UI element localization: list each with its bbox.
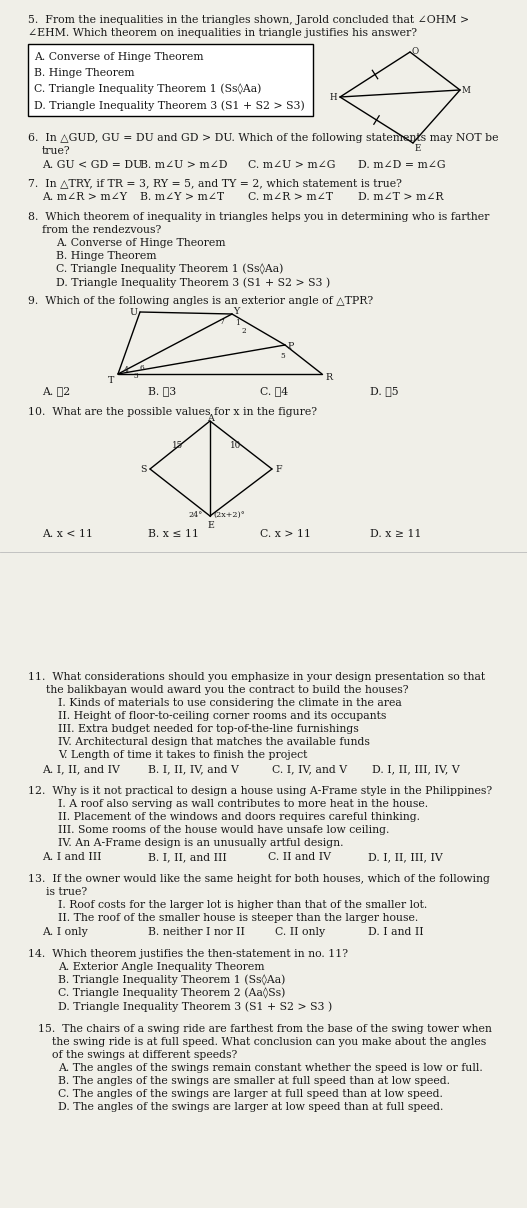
Text: 8.  Which theorem of inequality in triangles helps you in determining who is far: 8. Which theorem of inequality in triang… (28, 211, 490, 222)
Text: I. Roof costs for the larger lot is higher than that of the smaller lot.: I. Roof costs for the larger lot is high… (58, 900, 427, 910)
Text: A. Converse of Hinge Theorem: A. Converse of Hinge Theorem (34, 52, 203, 62)
Text: C. m∠U > m∠G: C. m∠U > m∠G (248, 159, 336, 170)
Text: true?: true? (42, 146, 71, 156)
Text: V. Length of time it takes to finish the project: V. Length of time it takes to finish the… (58, 750, 307, 760)
Text: 3: 3 (133, 372, 138, 381)
Text: U: U (130, 308, 138, 316)
Text: C. I, IV, and V: C. I, IV, and V (272, 763, 347, 774)
Text: B. I, II, IV, and V: B. I, II, IV, and V (148, 763, 239, 774)
Text: C. II only: C. II only (275, 927, 325, 937)
Text: B. ∢3: B. ∢3 (148, 387, 176, 396)
Text: B. The angles of the swings are smaller at full speed than at low speed.: B. The angles of the swings are smaller … (58, 1076, 450, 1086)
Text: 6.  In △GUD, GU = DU and GD > DU. Which of the following statements may NOT be: 6. In △GUD, GU = DU and GD > DU. Which o… (28, 133, 499, 143)
Text: IV. Architectural design that matches the available funds: IV. Architectural design that matches th… (58, 737, 370, 747)
Text: C. x > 11: C. x > 11 (260, 529, 311, 539)
Text: 12.  Why is it not practical to design a house using A-Frame style in the Philip: 12. Why is it not practical to design a … (28, 786, 492, 796)
Text: A. ∢2: A. ∢2 (42, 387, 70, 396)
Text: A. I only: A. I only (42, 927, 88, 937)
Text: R: R (325, 373, 332, 382)
Text: 2: 2 (241, 327, 246, 335)
Text: C. Triangle Inequality Theorem 1 (Ss◊Aa): C. Triangle Inequality Theorem 1 (Ss◊Aa) (56, 265, 284, 275)
Bar (28, 43, 313, 116)
Text: 5.  From the inequalities in the triangles shown, Jarold concluded that ∠OHM >: 5. From the inequalities in the triangle… (28, 14, 469, 25)
Text: of the swings at different speeds?: of the swings at different speeds? (52, 1050, 237, 1059)
Text: A. x < 11: A. x < 11 (42, 529, 93, 539)
Text: 10.  What are the possible values for x in the figure?: 10. What are the possible values for x i… (28, 407, 317, 417)
Text: 10: 10 (230, 441, 241, 451)
Text: M: M (462, 86, 471, 95)
Text: 4: 4 (124, 366, 129, 374)
Text: ∠EHM. Which theorem on inequalities in triangle justifies his answer?: ∠EHM. Which theorem on inequalities in t… (28, 28, 417, 37)
Text: E: E (415, 144, 422, 153)
Text: O: O (411, 47, 418, 56)
Text: 13.  If the owner would like the same height for both houses, which of the follo: 13. If the owner would like the same hei… (28, 875, 490, 884)
Text: III. Extra budget needed for top-of-the-line furnishings: III. Extra budget needed for top-of-the-… (58, 724, 359, 734)
Text: B. Hinge Theorem: B. Hinge Theorem (34, 68, 134, 79)
Text: S: S (140, 465, 147, 474)
Text: D. I, II, III, IV, V: D. I, II, III, IV, V (372, 763, 460, 774)
Text: D. m∠D = m∠G: D. m∠D = m∠G (358, 159, 446, 170)
Text: III. Some rooms of the house would have unsafe low ceiling.: III. Some rooms of the house would have … (58, 825, 389, 835)
Text: A. I, II, and IV: A. I, II, and IV (42, 763, 120, 774)
Text: from the rendezvous?: from the rendezvous? (42, 225, 161, 236)
Text: A. The angles of the swings remain constant whether the speed is low or full.: A. The angles of the swings remain const… (58, 1063, 483, 1073)
Text: A. m∠R > m∠Y: A. m∠R > m∠Y (42, 192, 127, 202)
Text: A. Exterior Angle Inequality Theorem: A. Exterior Angle Inequality Theorem (58, 962, 265, 972)
Text: A: A (207, 414, 214, 423)
Text: (2x+2)°: (2x+2)° (213, 511, 245, 519)
Text: 9.  Which of the following angles is an exterior angle of △TPR?: 9. Which of the following angles is an e… (28, 296, 373, 306)
Text: D. Triangle Inequality Theorem 3 (S1 + S2 > S3): D. Triangle Inequality Theorem 3 (S1 + S… (34, 100, 305, 111)
Text: B. m∠U > m∠D: B. m∠U > m∠D (140, 159, 228, 170)
Text: E: E (207, 521, 214, 530)
Text: II. Height of floor-to-ceiling corner rooms and its occupants: II. Height of floor-to-ceiling corner ro… (58, 712, 386, 721)
Text: H: H (330, 93, 338, 101)
Text: B. Triangle Inequality Theorem 1 (Ss◊Aa): B. Triangle Inequality Theorem 1 (Ss◊Aa) (58, 975, 286, 987)
Text: II. The roof of the smaller house is steeper than the larger house.: II. The roof of the smaller house is ste… (58, 913, 418, 923)
Text: 7.  In △TRY, if TR = 3, RY = 5, and TY = 2, which statement is true?: 7. In △TRY, if TR = 3, RY = 5, and TY = … (28, 178, 402, 188)
Text: D. I and II: D. I and II (368, 927, 424, 937)
Text: D. Triangle Inequality Theorem 3 (S1 + S2 > S3 ): D. Triangle Inequality Theorem 3 (S1 + S… (58, 1001, 332, 1011)
Text: D. The angles of the swings are larger at low speed than at full speed.: D. The angles of the swings are larger a… (58, 1102, 443, 1113)
Text: C. ∢4: C. ∢4 (260, 387, 288, 396)
Text: C. The angles of the swings are larger at full speed than at low speed.: C. The angles of the swings are larger a… (58, 1088, 443, 1099)
Text: C. Triangle Inequality Theorem 2 (Aa◊Ss): C. Triangle Inequality Theorem 2 (Aa◊Ss) (58, 988, 286, 999)
Text: D. Triangle Inequality Theorem 3 (S1 + S2 > S3 ): D. Triangle Inequality Theorem 3 (S1 + S… (56, 277, 330, 288)
Text: C. II and IV: C. II and IV (268, 852, 331, 863)
Text: D. m∠T > m∠R: D. m∠T > m∠R (358, 192, 444, 202)
Text: 1: 1 (235, 319, 240, 327)
Text: 6: 6 (140, 364, 145, 372)
Text: F: F (275, 465, 281, 474)
Text: B. m∠Y > m∠T: B. m∠Y > m∠T (140, 192, 224, 202)
Text: B. neither I nor II: B. neither I nor II (148, 927, 245, 937)
Text: P: P (288, 342, 295, 352)
Text: A. I and III: A. I and III (42, 852, 102, 863)
Text: D. I, II, III, IV: D. I, II, III, IV (368, 852, 443, 863)
Text: 15.  The chairs of a swing ride are farthest from the base of the swing tower wh: 15. The chairs of a swing ride are farth… (38, 1024, 492, 1034)
Text: the swing ride is at full speed. What conclusion can you make about the angles: the swing ride is at full speed. What co… (52, 1036, 486, 1047)
Text: II. Placement of the windows and doors requires careful thinking.: II. Placement of the windows and doors r… (58, 812, 420, 821)
Text: T: T (108, 376, 114, 385)
Text: 5: 5 (280, 352, 285, 360)
Text: Y: Y (233, 307, 239, 316)
Text: 14.  Which theorem justifies the then-statement in no. 11?: 14. Which theorem justifies the then-sta… (28, 949, 348, 959)
Text: IV. An A-Frame design is an unusually artful design.: IV. An A-Frame design is an unusually ar… (58, 838, 344, 848)
Text: is true?: is true? (46, 887, 87, 898)
Text: B. I, II, and III: B. I, II, and III (148, 852, 227, 863)
Text: A. GU < GD = DU: A. GU < GD = DU (42, 159, 142, 170)
Text: A. Converse of Hinge Theorem: A. Converse of Hinge Theorem (56, 238, 226, 248)
Text: C. Triangle Inequality Theorem 1 (Ss◊Aa): C. Triangle Inequality Theorem 1 (Ss◊Aa) (34, 85, 261, 95)
Text: D. ∢5: D. ∢5 (370, 387, 398, 396)
Text: I. Kinds of materials to use considering the climate in the area: I. Kinds of materials to use considering… (58, 698, 402, 708)
Text: B. Hinge Theorem: B. Hinge Theorem (56, 251, 157, 261)
Text: 7: 7 (219, 318, 224, 326)
Text: 11.  What considerations should you emphasize in your design presentation so tha: 11. What considerations should you empha… (28, 672, 485, 683)
Text: I. A roof also serving as wall contributes to more heat in the house.: I. A roof also serving as wall contribut… (58, 798, 428, 809)
Text: 15: 15 (172, 441, 183, 451)
Text: the balikbayan would award you the contract to build the houses?: the balikbayan would award you the contr… (46, 685, 408, 695)
Text: C. m∠R > m∠T: C. m∠R > m∠T (248, 192, 333, 202)
Text: B. x ≤ 11: B. x ≤ 11 (148, 529, 199, 539)
Text: D. x ≥ 11: D. x ≥ 11 (370, 529, 422, 539)
Text: 24°: 24° (188, 511, 202, 519)
